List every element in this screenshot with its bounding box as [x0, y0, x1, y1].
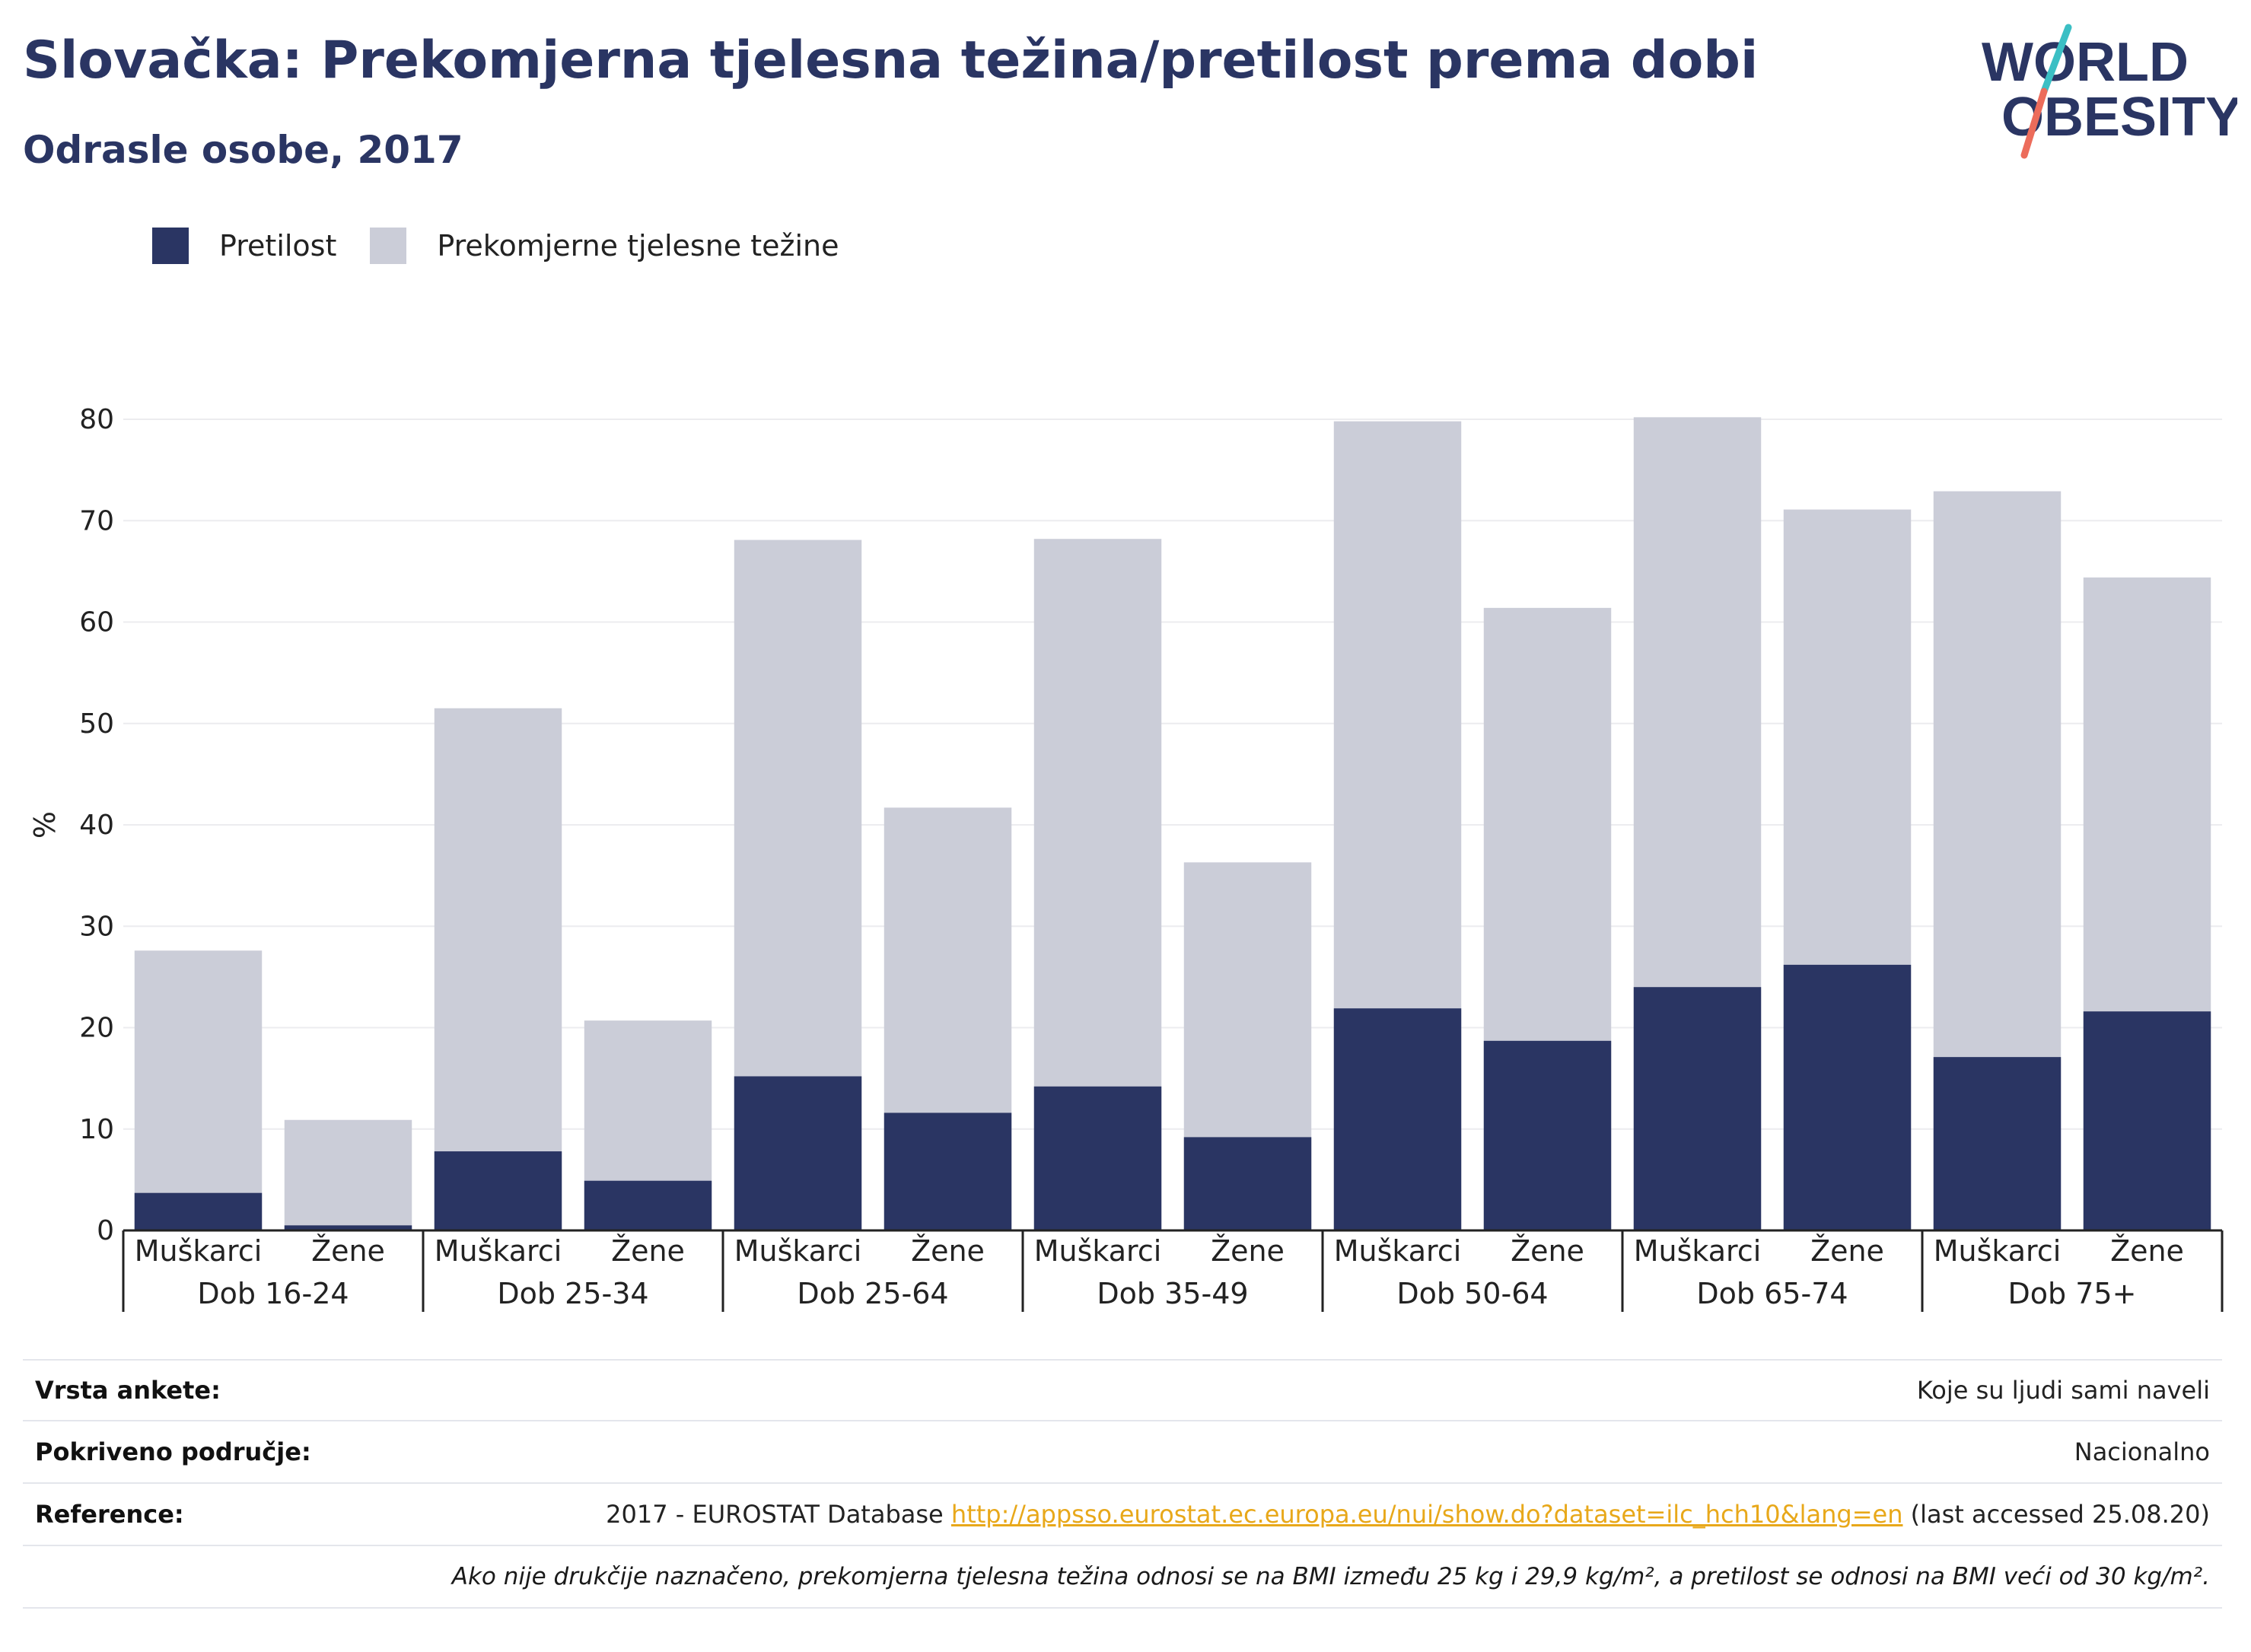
x-tick-label-sex: Žene	[1211, 1234, 1285, 1268]
y-tick-label: 40	[79, 810, 114, 841]
bar-obesity	[284, 1225, 412, 1230]
info-label-survey-type: Vrsta ankete:	[35, 1376, 221, 1405]
info-label-reference: Reference:	[35, 1500, 184, 1529]
y-tick-label: 60	[79, 607, 114, 638]
x-tick-label-sex: Žene	[311, 1234, 385, 1268]
y-tick-label: 80	[79, 404, 114, 435]
bar-obesity	[1483, 1040, 1612, 1230]
x-tick-label-sex: Žene	[611, 1234, 685, 1268]
x-tick-label-sex: Žene	[911, 1234, 985, 1268]
info-row-coverage: Pokriveno područje: Nacionalno	[23, 1421, 2222, 1484]
x-tick-label-sex: Žene	[1810, 1234, 1884, 1268]
bar-obesity	[584, 1180, 712, 1230]
bar-overweight	[284, 1119, 412, 1230]
bar-obesity	[2083, 1011, 2211, 1230]
bar-obesity	[134, 1192, 263, 1230]
y-tick-label: 30	[79, 911, 114, 942]
bar-obesity	[1783, 964, 1912, 1230]
bar-obesity	[1033, 1086, 1162, 1230]
x-tick-label-sex: Žene	[1511, 1234, 1584, 1268]
info-value-coverage: Nacionalno	[2074, 1437, 2210, 1466]
logo-slash-teal	[2040, 24, 2072, 95]
logo-slash-coral	[2020, 88, 2048, 159]
bar-overweight	[134, 950, 263, 1230]
legend-item-obesity: Pretilost	[152, 228, 336, 264]
info-row-survey-type: Vrsta ankete: Koje su ljudi sami naveli	[23, 1359, 2222, 1421]
info-table: Vrsta ankete: Koje su ljudi sami naveli …	[23, 1359, 2222, 1609]
x-tick-label-sex: Muškarci	[135, 1234, 263, 1268]
x-group-label: Dob 16-24	[197, 1277, 349, 1310]
x-tick-label-sex: Muškarci	[435, 1234, 562, 1268]
y-tick-label: 70	[79, 505, 114, 536]
x-group-label: Dob 65-74	[1696, 1277, 1848, 1310]
bar-obesity	[434, 1151, 562, 1230]
x-tick-label-sex: Muškarci	[1934, 1234, 2062, 1268]
x-group-label: Dob 75+	[2008, 1277, 2137, 1310]
bar-obesity	[1333, 1008, 1462, 1230]
legend-label-obesity: Pretilost	[219, 229, 337, 263]
footnote: Ako nije drukčije naznačeno, prekomjerna…	[451, 1563, 2210, 1590]
logo-text-world: WORLD	[1982, 32, 2189, 93]
x-tick-label-sex: Muškarci	[1334, 1234, 1462, 1268]
reference-suffix: (last accessed 25.08.20)	[1902, 1500, 2210, 1529]
bar-obesity	[1933, 1057, 2062, 1230]
y-tick-label: 0	[97, 1215, 114, 1246]
x-group-label: Dob 25-34	[497, 1277, 648, 1310]
info-row-reference: Reference: 2017 - EUROSTAT Database http…	[23, 1484, 2222, 1546]
x-group-label: Dob 35-49	[1097, 1277, 1248, 1310]
bar-obesity	[1633, 987, 1762, 1230]
info-value-survey-type: Koje su ljudi sami naveli	[1916, 1376, 2210, 1405]
bar-obesity	[884, 1112, 1012, 1230]
legend-label-overweight: Prekomjerne tjelesne težine	[437, 229, 839, 263]
y-axis-label: %	[28, 811, 62, 839]
x-tick-label-sex: Muškarci	[734, 1234, 862, 1268]
chart-title: Slovačka: Prekomjerna tjelesna težina/pr…	[23, 30, 1759, 91]
legend-item-overweight: Prekomjerne tjelesne težine	[370, 228, 839, 264]
info-label-coverage: Pokriveno područje:	[35, 1437, 311, 1466]
x-tick-label-sex: Žene	[2110, 1234, 2184, 1268]
world-obesity-logo: WORLD OBESITY	[1982, 24, 2237, 159]
chart-legend: Pretilost Prekomjerne tjelesne težine	[152, 224, 873, 267]
y-tick-label: 20	[79, 1013, 114, 1044]
reference-link[interactable]: http://appsso.eurostat.ec.europa.eu/nui/…	[950, 1500, 1903, 1529]
info-value-reference: 2017 - EUROSTAT Database http://appsso.e…	[606, 1500, 2210, 1529]
x-group-label: Dob 25-64	[797, 1277, 948, 1310]
x-tick-label-sex: Muškarci	[1634, 1234, 1762, 1268]
y-tick-label: 10	[79, 1114, 114, 1145]
bar-obesity	[1183, 1137, 1312, 1230]
legend-swatch-obesity	[152, 228, 189, 264]
bar-chart: 0 10 20 30 40 50 60 70 80% Muškarci Žene Muškarci Že…	[28, 404, 2224, 1312]
y-tick-label: 50	[79, 708, 114, 740]
bar-overweight	[434, 708, 562, 1230]
reference-prefix: 2017 - EUROSTAT Database	[606, 1500, 951, 1529]
legend-swatch-overweight	[370, 228, 407, 264]
bar-obesity	[734, 1076, 862, 1230]
x-group-label: Dob 50-64	[1396, 1277, 1548, 1310]
x-tick-label-sex: Muškarci	[1034, 1234, 1162, 1268]
info-row-note: Ako nije drukčije naznačeno, prekomjerna…	[23, 1546, 2222, 1609]
chart-subtitle: Odrasle osobe, 2017	[23, 128, 463, 172]
